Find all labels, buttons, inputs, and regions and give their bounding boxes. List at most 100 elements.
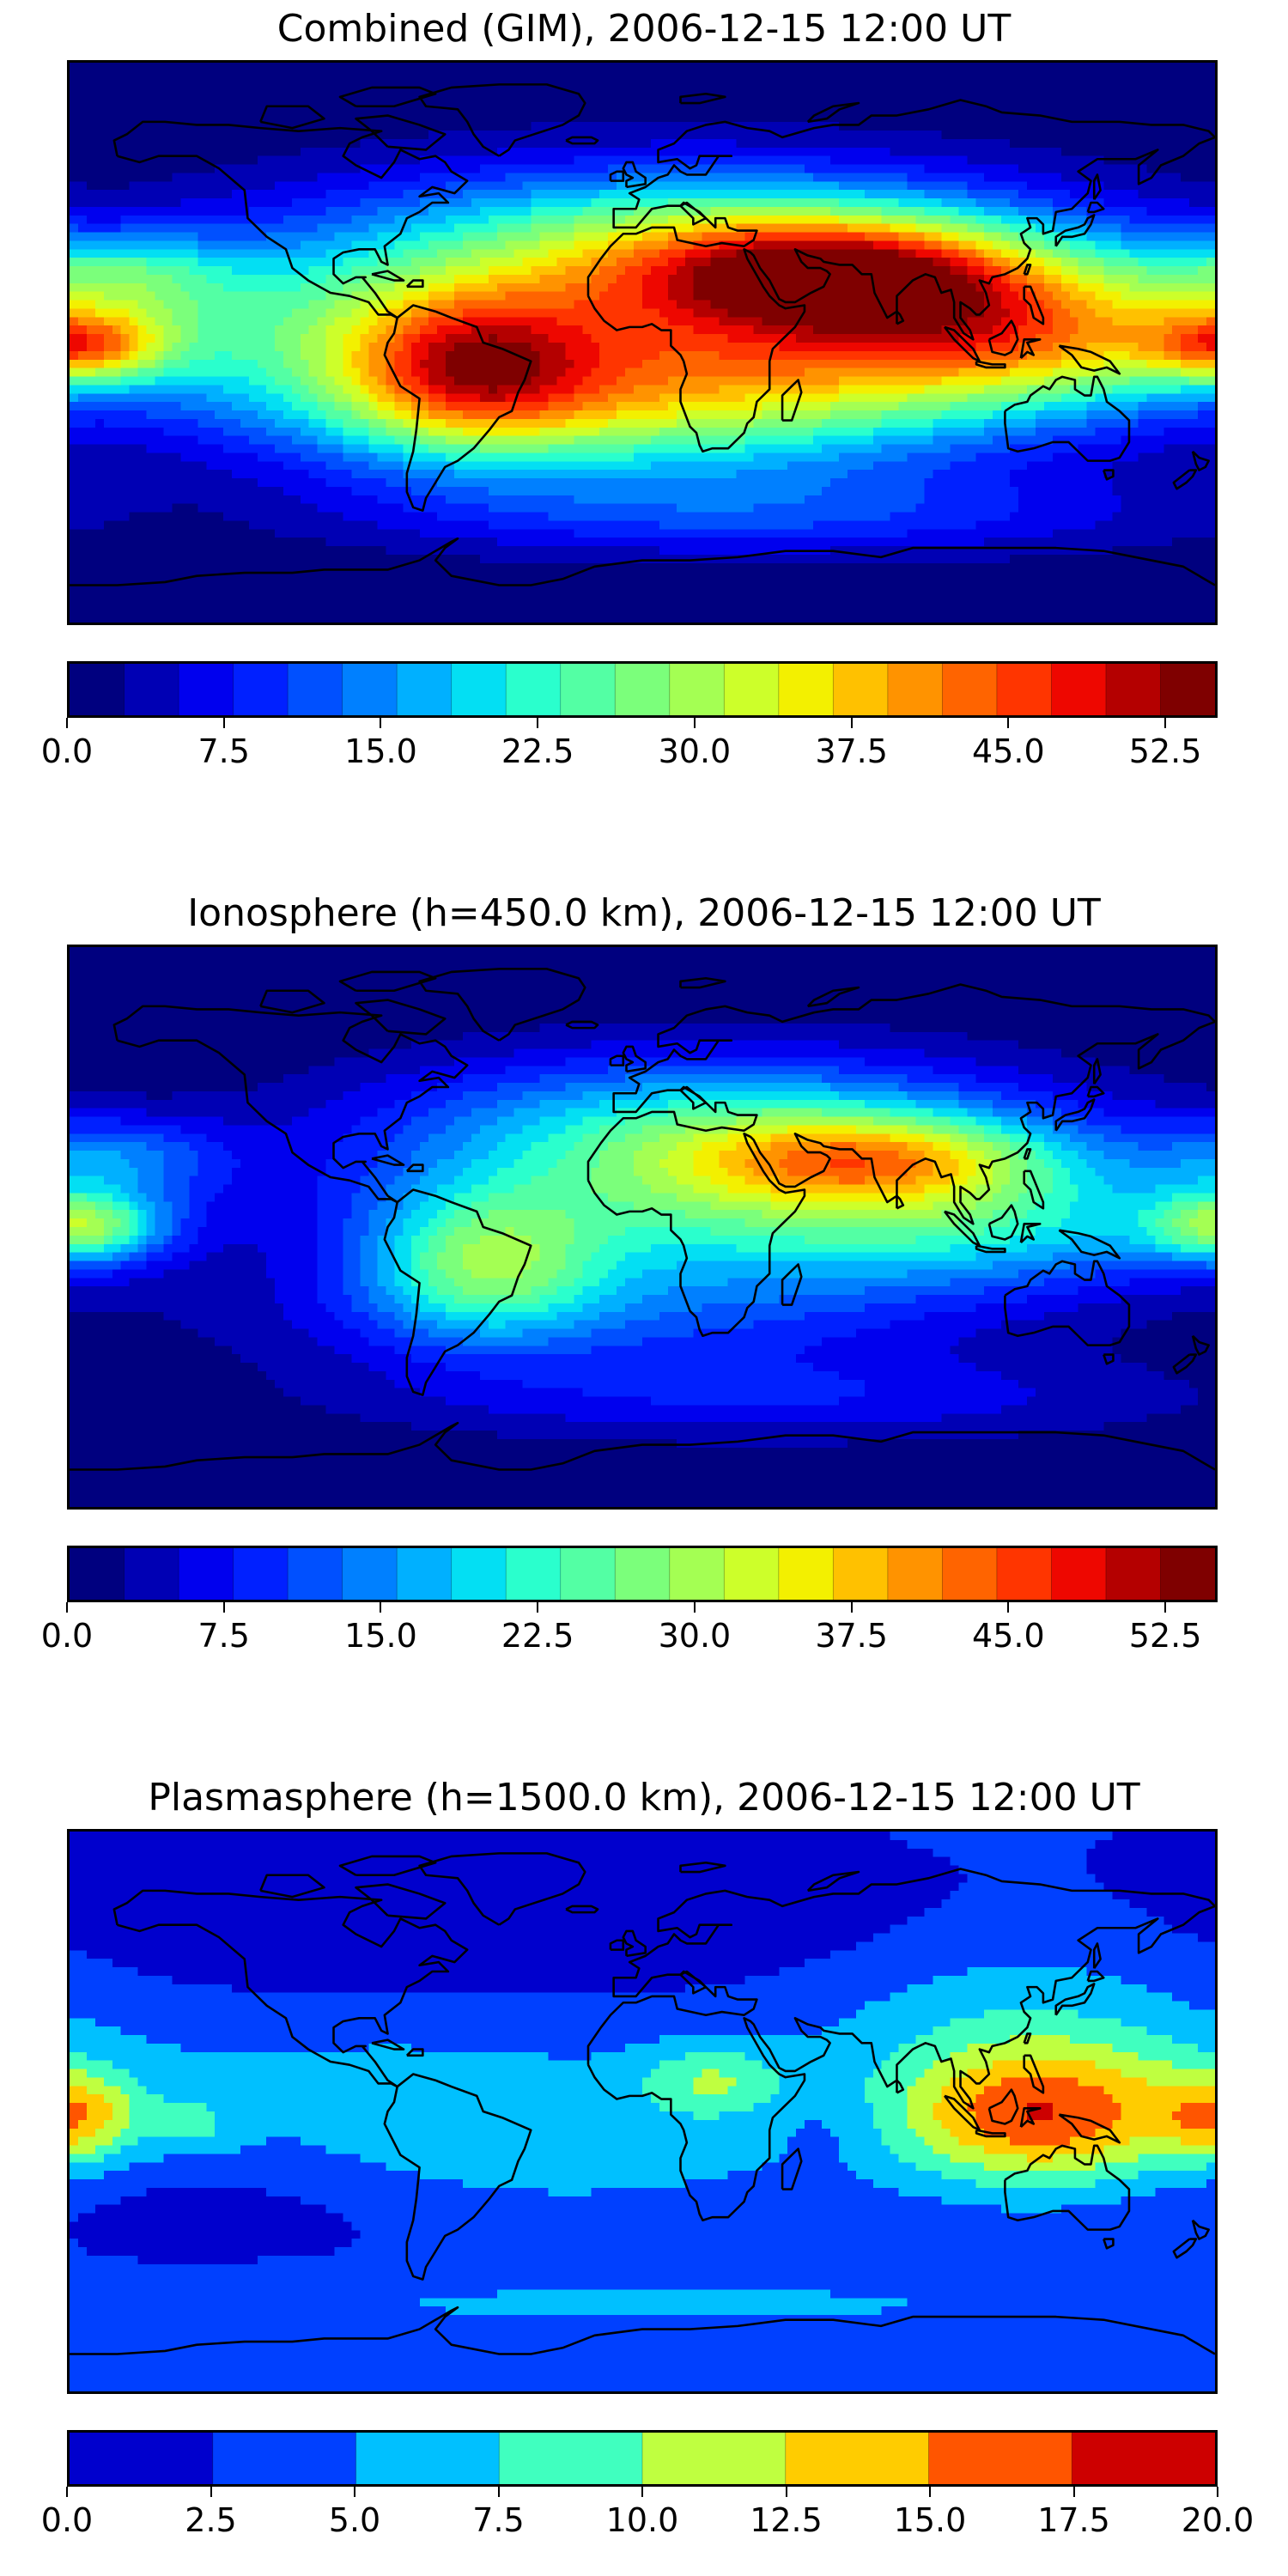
coastline-greenland xyxy=(418,968,586,1042)
colorbar-tick xyxy=(222,1602,225,1613)
coastline-ellesmere xyxy=(338,1855,437,1877)
coastline-borneo xyxy=(987,2088,1019,2125)
colorbar-tick-label: 45.0 xyxy=(972,733,1045,769)
colorbar-bin xyxy=(70,664,125,715)
coastlines-plasmasphere xyxy=(70,1852,1215,2355)
coastline-cuba xyxy=(371,2038,405,2050)
coastline-cuba xyxy=(371,1154,405,1166)
colorbar-tick-label: 37.5 xyxy=(815,733,888,769)
coastline-iceland xyxy=(565,1020,599,1030)
coastline-philippines xyxy=(1023,1170,1045,1210)
coastline-tasmania xyxy=(1103,2238,1115,2250)
colorbar-bin xyxy=(397,664,453,715)
coastline-tasmania xyxy=(1103,469,1115,481)
coastline-borneo xyxy=(987,1204,1019,1241)
coastline-antarctica xyxy=(70,1421,1215,1471)
coastline-madagascar xyxy=(781,379,803,422)
colorbar-tick-label: 22.5 xyxy=(501,733,574,769)
colorbar-bin xyxy=(560,664,616,715)
coastline-svalbard xyxy=(679,92,726,105)
colorbar-plasmasphere xyxy=(67,2430,1218,2487)
colorbar-bin xyxy=(124,664,179,715)
colorbar-tick-label: 15.0 xyxy=(894,2502,967,2538)
coastline-africa-eurasia xyxy=(586,1868,1215,2222)
colorbar-svg-plasmasphere xyxy=(70,2433,1215,2484)
coastline-sumatra xyxy=(943,1210,981,1247)
colorbar-bin xyxy=(560,1548,616,1600)
coastline-hispaniola xyxy=(405,1163,424,1173)
coastline-ellesmere xyxy=(338,970,437,993)
coastline-south-america xyxy=(383,304,532,512)
colorbar-tick xyxy=(785,2487,787,2497)
colorbar-tick-label: 20.0 xyxy=(1182,2502,1255,2538)
colorbar-tick-label: 30.0 xyxy=(659,1618,732,1654)
colorbar-tick xyxy=(537,1602,539,1613)
coastline-new-guinea xyxy=(1058,344,1121,375)
colorbar-bin xyxy=(1105,1548,1161,1600)
colorbar-bin xyxy=(233,664,289,715)
colorbar-svg-ionosphere xyxy=(70,1548,1215,1600)
coastline-hispaniola xyxy=(405,2048,424,2057)
colorbar-tick-label: 7.5 xyxy=(198,1618,250,1654)
map-plasmasphere xyxy=(67,1829,1218,2394)
coastline-sulawesi xyxy=(1019,2107,1042,2129)
coastline-sulawesi xyxy=(1019,1223,1042,1244)
coastline-new-guinea xyxy=(1058,1229,1121,1260)
coastline-antarctica xyxy=(70,537,1215,586)
coastline-hokkaido xyxy=(1086,201,1105,214)
colorbar-tick xyxy=(354,2487,355,2497)
coastline-baffin xyxy=(355,999,447,1036)
coastline-new-zealand-north xyxy=(1191,1334,1210,1356)
tec-field-ionosphere xyxy=(70,947,1215,1507)
coastline-canadian-arctic xyxy=(259,989,325,1014)
colorbar-tick-label: 22.5 xyxy=(501,1618,574,1654)
colorbar-bin xyxy=(942,1548,998,1600)
colorbar-bin xyxy=(996,1548,1052,1600)
colorbar-bin xyxy=(212,2433,356,2484)
coastline-iceland xyxy=(565,1905,599,1914)
colorbar-bin xyxy=(778,664,834,715)
colorbar-ticks-combined: 0.0 7.5 15.0 22.5 30.0 37.5 45.0 52.5 xyxy=(41,718,1218,769)
coastline-hokkaido xyxy=(1086,1970,1105,1983)
colorbar-tick xyxy=(1007,1602,1010,1613)
colorbar-tick xyxy=(929,2487,931,2497)
colorbar-bin xyxy=(1051,664,1107,715)
colorbar-svg-combined xyxy=(70,664,1215,715)
colorbar-tick xyxy=(693,718,696,728)
coastline-new-zealand-south xyxy=(1172,469,1198,490)
colorbar-bin xyxy=(996,664,1052,715)
colorbar-tick xyxy=(66,1602,68,1613)
colorbar-bin xyxy=(342,1548,398,1600)
colorbar-bin xyxy=(942,664,998,715)
coastline-taiwan xyxy=(1023,2032,1032,2044)
colorbar-tick xyxy=(1164,718,1167,728)
colorbar-ticks-plasmasphere: 0.0 2.5 5.0 7.5 10.0 12.5 15.0 17.5 20.0 xyxy=(41,2487,1254,2538)
colorbar-bin xyxy=(1072,2433,1215,2484)
colorbar-ionosphere xyxy=(67,1546,1218,1602)
coastline-japan xyxy=(1054,1983,1096,2016)
colorbar-bin xyxy=(615,1548,671,1600)
coastline-philippines xyxy=(1023,2054,1045,2094)
coastline-java xyxy=(975,360,1006,369)
colorbar-tick-label: 0.0 xyxy=(41,1618,93,1654)
coastline-canadian-arctic xyxy=(259,105,325,130)
colorbar-bin xyxy=(928,2433,1072,2484)
colorbar-bin xyxy=(887,1548,943,1600)
colorbar-tick-label: 7.5 xyxy=(472,2502,524,2538)
colorbar-combined xyxy=(67,661,1218,718)
coastline-madagascar xyxy=(781,2148,803,2190)
coastline-australia xyxy=(1004,1260,1131,1346)
colorbar-bin xyxy=(785,2433,929,2484)
coastline-philippines xyxy=(1023,285,1045,325)
map-combined xyxy=(67,60,1218,625)
colorbar-bin xyxy=(124,1548,179,1600)
coastline-britain xyxy=(622,1929,647,1958)
coastline-taiwan xyxy=(1023,1148,1032,1160)
colorbar-tick-label: 10.0 xyxy=(606,2502,679,2538)
colorbar-bin xyxy=(669,1548,725,1600)
coastline-australia xyxy=(1004,2144,1131,2231)
coastline-new-zealand-north xyxy=(1191,450,1210,471)
coastline-australia xyxy=(1004,375,1131,462)
coastline-baffin xyxy=(355,114,447,151)
colorbar-tick xyxy=(1217,2487,1218,2497)
